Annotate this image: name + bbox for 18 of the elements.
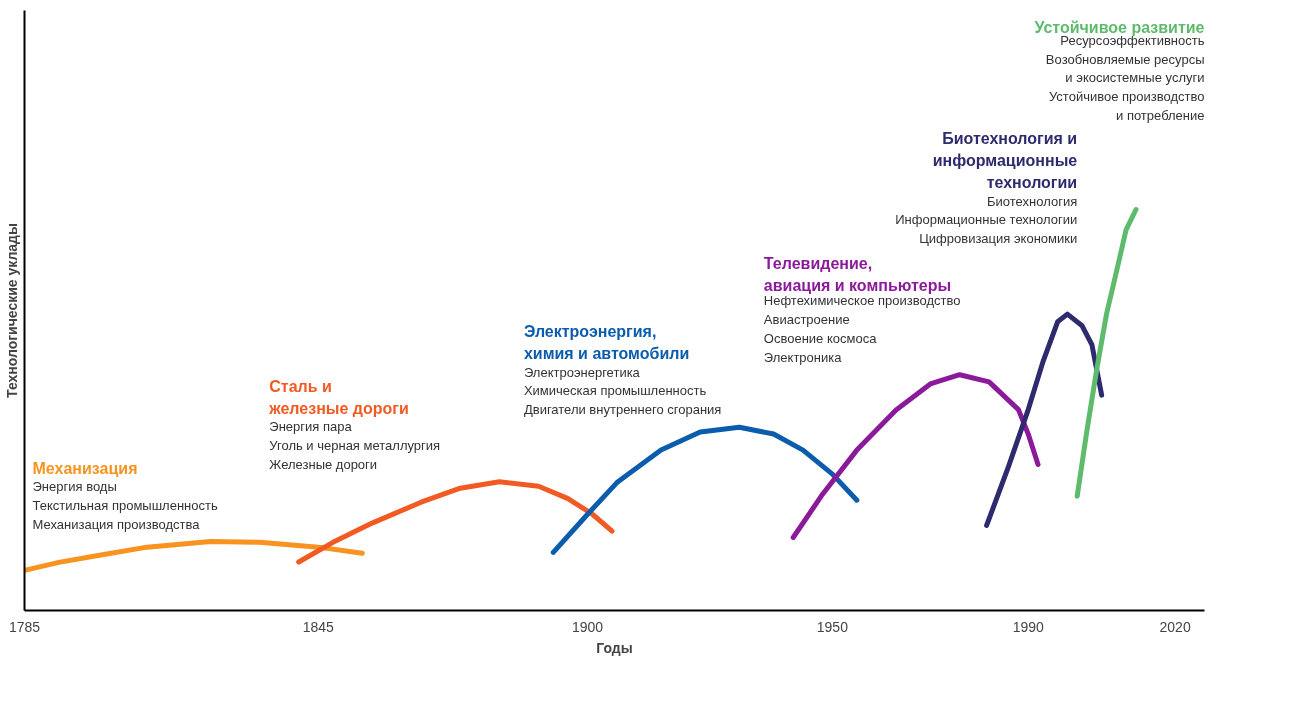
text: Механизация [32, 459, 138, 477]
annotation: Электроэнергетика Химическая промышленность Двигатели внутреннего сгорания [523, 364, 722, 418]
text: Биотехнология и информационные технологии [932, 130, 1078, 192]
annotation: Энергия пара Уголь и черная металлургия Железные дороги [269, 419, 441, 472]
x-tick-label: 1785 [8, 618, 41, 635]
annotation: Нефтехимическое производство Авиастроение Освоение космоса Электроника [763, 293, 961, 365]
x-tick-label: 1845 [302, 618, 335, 635]
annotation: Биотехнология Информационные технологии Цифровизация экономики [895, 193, 1078, 247]
text: Электроэнергия, химия и автомобили [523, 323, 690, 363]
x-tick-label: 1990 [1012, 618, 1045, 635]
text: Телевидение, авиация и компьютеры [763, 254, 952, 294]
x-tick-label: 2020 [1159, 618, 1191, 635]
y-axis-title: Технологические уклады [3, 223, 20, 398]
text: Сталь и железные дороги [268, 377, 409, 418]
x-axis-title: Годы [596, 639, 633, 656]
x-tick-label: 1950 [816, 618, 849, 635]
x-tick-label: 1900 [572, 618, 604, 635]
annotation: Энергия воды Текстильная промышленность Механизация производства [32, 479, 218, 532]
